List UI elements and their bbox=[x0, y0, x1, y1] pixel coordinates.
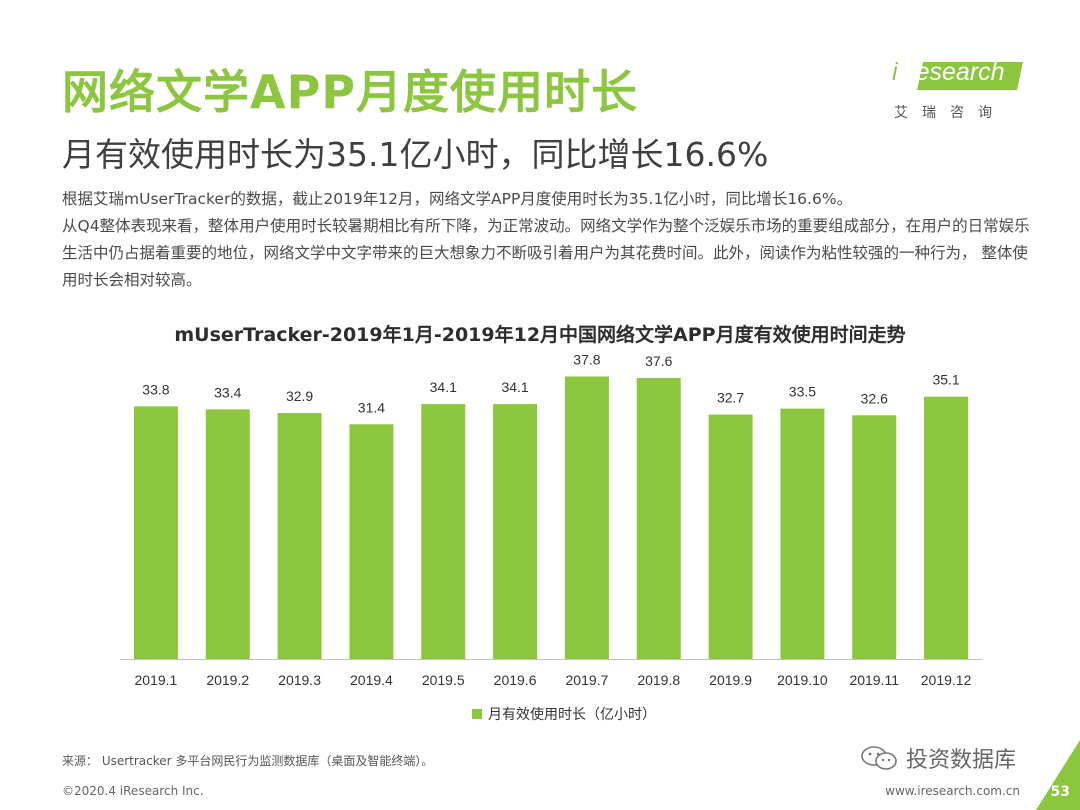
data-label-2019.7: 37.8 bbox=[573, 351, 600, 367]
data-label-2019.3: 32.9 bbox=[286, 388, 313, 404]
x-tick-2019.7: 2019.7 bbox=[566, 672, 609, 688]
x-tick-2019.9: 2019.9 bbox=[709, 672, 752, 688]
x-tick-2019.3: 2019.3 bbox=[278, 672, 321, 688]
x-tick-2019.10: 2019.10 bbox=[777, 672, 828, 688]
chart-title: mUserTracker-2019年1月-2019年12月中国网络文学APP月度… bbox=[174, 324, 906, 346]
bar-2019.12 bbox=[924, 396, 969, 659]
iresearch-logo: iResearch 艾瑞咨询 bbox=[888, 58, 1028, 122]
bar-2019.11 bbox=[852, 415, 897, 659]
description-para-1: 根据艾瑞mUserTracker的数据，截止2019年12月，网络文学APP月度… bbox=[62, 190, 853, 208]
legend-swatch bbox=[472, 709, 482, 719]
bar-2019.1 bbox=[133, 406, 178, 659]
data-label-2019.12: 35.1 bbox=[932, 372, 959, 388]
site-url: www.iresearch.com.cn bbox=[885, 784, 1020, 798]
bar-2019.8 bbox=[636, 377, 681, 659]
chart-legend: 月有效使用时长（亿小时） bbox=[472, 704, 656, 724]
x-tick-2019.4: 2019.4 bbox=[350, 672, 393, 688]
logo-word-main: Research bbox=[897, 58, 1005, 86]
bar-2019.3 bbox=[277, 413, 322, 659]
bar-2019.2 bbox=[205, 409, 250, 659]
data-label-2019.9: 32.7 bbox=[717, 390, 744, 406]
bar-2019.5 bbox=[421, 404, 466, 659]
watermark: 投资数据库 bbox=[860, 742, 1016, 774]
x-tick-2019.5: 2019.5 bbox=[422, 672, 465, 688]
data-label-2019.10: 33.5 bbox=[789, 384, 816, 400]
data-label-2019.6: 34.1 bbox=[501, 379, 528, 395]
logo-word-prefix: i bbox=[892, 58, 898, 86]
data-label-2019.5: 34.1 bbox=[430, 379, 457, 395]
bar-2019.9 bbox=[708, 414, 753, 659]
description: 根据艾瑞mUserTracker的数据，截止2019年12月，网络文学APP月度… bbox=[62, 186, 1032, 294]
data-label-2019.8: 37.6 bbox=[645, 353, 672, 369]
data-label-2019.1: 33.8 bbox=[142, 381, 169, 397]
page-title: 网络文学APP月度使用时长 bbox=[62, 65, 639, 119]
page-corner bbox=[1036, 740, 1080, 810]
page-number: 53 bbox=[1050, 784, 1070, 800]
bar-2019.6 bbox=[493, 404, 538, 659]
logo-cn: 艾瑞咨询 bbox=[894, 105, 1006, 121]
bar-2019.7 bbox=[564, 376, 609, 659]
watermark-text: 投资数据库 bbox=[906, 748, 1017, 773]
page-subtitle: 月有效使用时长为35.1亿小时，同比增长16.6% bbox=[62, 135, 769, 174]
copyright: ©2020.4 iResearch Inc. bbox=[62, 784, 204, 798]
x-tick-2019.12: 2019.12 bbox=[921, 672, 972, 688]
description-para-2: 从Q4整体表现来看，整体用户使用时长较暑期相比有所下降，为正常波动。网络文学作为… bbox=[62, 217, 1030, 289]
logo-word: iResearch bbox=[892, 58, 1005, 87]
data-label-2019.2: 33.4 bbox=[214, 384, 241, 400]
source-note: 来源： Usertracker 多平台网民行为监测数据库（桌面及智能终端）。 bbox=[62, 754, 434, 768]
bar-2019.4 bbox=[349, 424, 394, 659]
bar-2019.10 bbox=[780, 408, 825, 659]
x-tick-2019.6: 2019.6 bbox=[494, 672, 537, 688]
x-tick-2019.8: 2019.8 bbox=[637, 672, 680, 688]
x-tick-2019.1: 2019.1 bbox=[135, 672, 178, 688]
data-label-2019.4: 31.4 bbox=[358, 399, 385, 415]
legend-label: 月有效使用时长（亿小时） bbox=[488, 707, 656, 723]
wechat-icon bbox=[861, 746, 897, 770]
data-label-2019.11: 32.6 bbox=[861, 390, 888, 406]
x-tick-2019.11: 2019.11 bbox=[849, 672, 899, 688]
x-tick-2019.2: 2019.2 bbox=[206, 672, 249, 688]
